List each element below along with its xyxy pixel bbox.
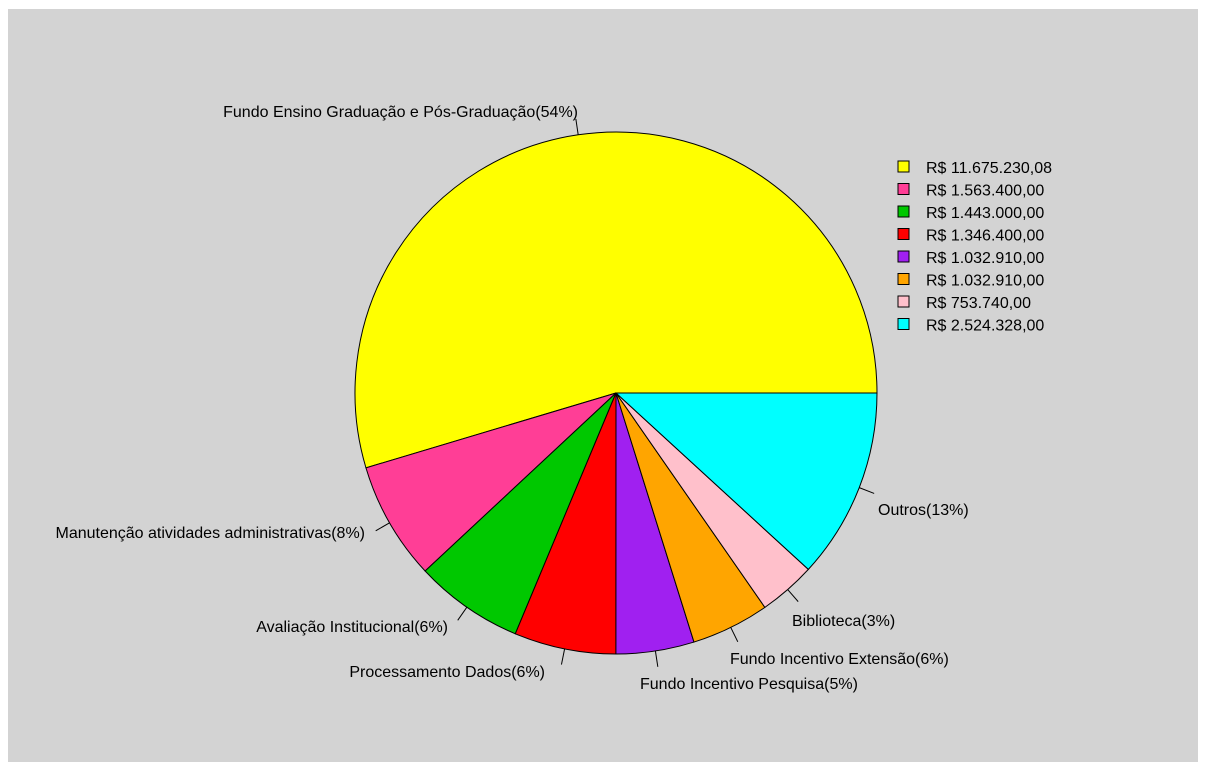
pie-slice: [614, 392, 878, 571]
legend-label: R$ 1.032.910,00: [926, 250, 1044, 267]
slice-leader-line: [654, 650, 659, 667]
legend-swatch: [897, 273, 910, 285]
slice-leader-line: [575, 118, 579, 135]
slice-label: Processamento Dados(6%): [349, 664, 545, 681]
legend-label: R$ 1.032.910,00: [926, 273, 1044, 290]
legend-swatch: [897, 295, 910, 308]
slice-leader-line: [859, 487, 875, 494]
legend-label: R$ 753.740,00: [926, 295, 1031, 312]
slice-label: Outros(13%): [878, 502, 969, 519]
slice-leader-line: [560, 648, 566, 665]
legend-label: R$ 1.443.000,00: [926, 205, 1044, 222]
pie-slice: [365, 392, 617, 572]
legend-swatch: [897, 205, 910, 218]
slice-label: Biblioteca(3%): [792, 613, 895, 630]
slice-label: Fundo Ensino Graduação e Pós-Graduação(5…: [223, 104, 578, 121]
legend: R$ 11.675.230,08 R$ 1.563.400,00 R$ 1.443.…: [897, 160, 1052, 335]
legend-label: R$ 1.346.400,00: [926, 228, 1044, 245]
slice-label: Fundo Incentivo Pesquisa(5%): [640, 676, 858, 693]
slice-label: Avaliação Institucional(6%): [256, 619, 448, 636]
slice-leader-line: [457, 606, 468, 621]
slice-label: Manutenção atividades administrativas(8%…: [56, 525, 365, 542]
legend-swatch: [897, 228, 910, 240]
legend-label: R$ 11.675.230,08: [926, 160, 1052, 177]
legend-label: R$ 1.563.400,00: [926, 183, 1044, 200]
slice-labels: Fundo Ensino Graduação e Pós-Graduação(5…: [56, 104, 969, 693]
pie-slices: [354, 131, 878, 655]
slice-label: Fundo Incentivo Extensão(6%): [730, 651, 949, 668]
legend-swatch: [897, 183, 910, 195]
pie-slice: [354, 131, 878, 469]
legend-swatch: [897, 318, 910, 330]
slice-leader-line: [787, 589, 799, 602]
legend-swatch: [897, 160, 910, 173]
slice-leader-line: [730, 627, 739, 643]
pie-slice: [424, 392, 617, 635]
legend-label: R$ 2.524.328,00: [926, 318, 1044, 335]
legend-swatch: [897, 250, 910, 263]
slice-leader-line: [375, 522, 390, 532]
